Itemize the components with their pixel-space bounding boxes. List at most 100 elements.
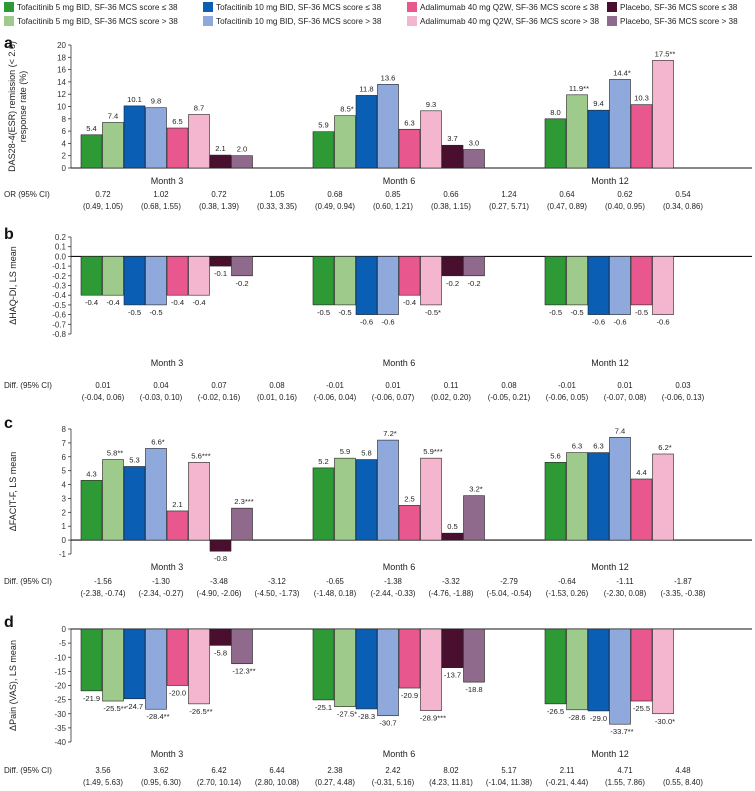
bar: [652, 453, 674, 541]
bar-value-label: -0.5: [149, 308, 162, 317]
stat-estimate: -1.87: [674, 577, 692, 586]
stat-estimate: 0.07: [211, 381, 226, 390]
bar-value-label: -26.5: [547, 707, 564, 716]
stat-estimate: -3.48: [210, 577, 228, 586]
bar-value-label: -0.6: [360, 318, 373, 327]
bar: [377, 256, 399, 315]
bar: [145, 628, 167, 710]
bar: [420, 110, 442, 169]
legend-label: Placebo, SF-36 MCS score ≤ 38: [620, 2, 738, 12]
month-label: Month 6: [383, 176, 416, 186]
bar: [209, 539, 232, 552]
bar-value-label: 6.5: [172, 117, 183, 126]
bar: [463, 256, 485, 277]
legend-item-tofa5-high: Tofacitinib 5 mg BID, SF-36 MCS score > …: [4, 16, 178, 26]
stat-ci: (-4.90, -2.06): [196, 589, 241, 598]
bar-value-label: -0.6: [656, 318, 669, 327]
bar: [609, 437, 631, 541]
bar-value-label: 2.3***: [234, 497, 253, 506]
bar: [377, 628, 399, 717]
bar: [463, 495, 485, 541]
bar: [209, 628, 232, 646]
stat-estimate: 2.11: [560, 766, 575, 775]
bar-value-label: -26.5**: [189, 707, 212, 716]
panel-letter: b: [4, 226, 14, 243]
bar: [188, 114, 210, 169]
bar-value-label: 11.9**: [569, 84, 589, 93]
stat-estimate: 5.17: [501, 766, 516, 775]
y-tick-label: -40: [54, 738, 66, 747]
stat-ci: (0.68, 1.55): [141, 202, 181, 211]
bar: [102, 628, 124, 702]
y-tick-label: 10: [57, 103, 66, 112]
stat-estimate: 0.85: [385, 190, 401, 199]
y-axis-label: ΔFACIT-F, LS mean: [8, 452, 18, 532]
bar: [630, 628, 653, 702]
stat-estimate: 3.56: [95, 766, 110, 775]
stat-estimate: 1.05: [269, 190, 285, 199]
bar: [334, 628, 356, 707]
bar-value-label: -33.7**: [610, 727, 633, 736]
bar: [355, 628, 378, 710]
y-tick-label: -10: [54, 653, 66, 662]
stat-ci: (0.49, 0.94): [315, 202, 355, 211]
stat-estimate: -1.30: [152, 577, 170, 586]
y-tick-label: 2: [62, 508, 67, 517]
bar: [398, 628, 421, 689]
bar: [609, 628, 631, 725]
stat-estimate: -0.65: [326, 577, 344, 586]
legend-swatch: [607, 16, 617, 26]
bar: [441, 628, 464, 669]
y-tick-label: 18: [57, 53, 66, 62]
y-tick-label: 0: [62, 164, 67, 173]
y-tick-label: 4: [62, 481, 67, 490]
stat-ci: (0.95, 6.30): [141, 778, 181, 787]
panel-letter: a: [4, 35, 13, 52]
bar: [420, 457, 442, 541]
legend-label: Tofacitinib 5 mg BID, SF-36 MCS score > …: [17, 16, 178, 26]
legend-label: Placebo, SF-36 MCS score > 38: [620, 16, 738, 26]
bar-value-label: -0.5*: [425, 308, 441, 317]
legend-label: Tofacitinib 5 mg BID, SF-36 MCS score ≤ …: [17, 2, 178, 12]
bar: [312, 628, 335, 701]
bar-value-label: -0.5: [128, 308, 141, 317]
bar: [377, 84, 399, 169]
stat-ci: (0.55, 8.40): [663, 778, 703, 787]
stat-estimate: 0.01: [617, 381, 632, 390]
legend-swatch: [407, 2, 417, 12]
bar: [334, 457, 356, 541]
stat-row-label: OR (95% CI): [4, 190, 50, 199]
stat-estimate: 2.38: [327, 766, 342, 775]
panel-letter: c: [4, 415, 13, 432]
stat-ci: (0.38, 1.39): [199, 202, 239, 211]
y-tick-label: 6: [62, 453, 67, 462]
bar: [123, 105, 146, 169]
stat-ci: (-5.04, -0.54): [486, 589, 531, 598]
bar-value-label: 5.8**: [107, 449, 124, 458]
stat-estimate: -0.64: [558, 577, 576, 586]
legend-item-tofa5-low: Tofacitinib 5 mg BID, SF-36 MCS score ≤ …: [4, 2, 178, 12]
stat-ci: (-1.53, 0.26): [546, 589, 589, 598]
stat-estimate: 0.08: [269, 381, 284, 390]
y-tick-label: 1: [62, 522, 67, 531]
month-label: Month 6: [383, 562, 416, 572]
month-label: Month 3: [151, 176, 184, 186]
y-tick-label: 7: [62, 439, 67, 448]
bar: [587, 628, 610, 712]
bar-value-label: 4.4: [636, 468, 647, 477]
y-tick-label: -15: [54, 667, 66, 676]
y-axis-label: ΔPain (VAS), LS mean: [8, 640, 18, 731]
stat-estimate: 6.44: [269, 766, 285, 775]
stat-ci: (-0.06, 0.04): [314, 393, 357, 402]
bar: [166, 510, 189, 541]
bar-value-label: 4.3: [86, 469, 97, 478]
stat-estimate: 0.72: [95, 190, 110, 199]
y-tick-label: 4: [62, 139, 67, 148]
bar-value-label: 6.3: [572, 442, 583, 451]
bar-value-label: 2.0: [237, 145, 248, 154]
bar-value-label: 6.3: [593, 442, 604, 451]
bar: [312, 131, 335, 169]
bar-value-label: -0.5: [549, 308, 562, 317]
